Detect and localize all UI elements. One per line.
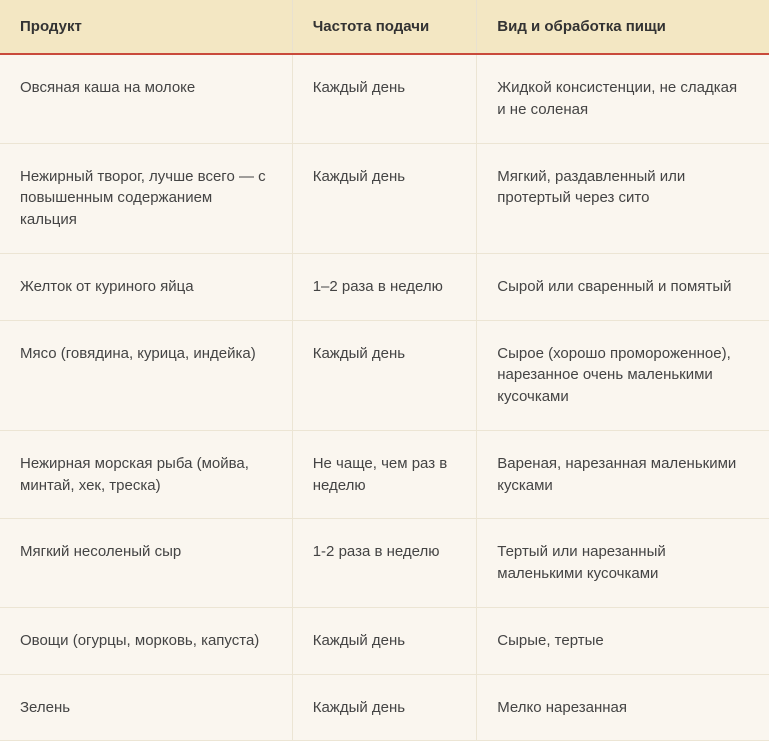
cell-frequency: 1–2 раза в неделю: [292, 253, 477, 320]
cell-product: Зелень: [0, 674, 292, 741]
table-row: Мясо (говядина, курица, индейка) Каждый …: [0, 320, 769, 430]
cell-product: Овощи (огурцы, морковь, капуста): [0, 607, 292, 674]
cell-frequency: Не чаще, чем раз в неделю: [292, 430, 477, 519]
col-header-preparation: Вид и обработка пищи: [477, 0, 769, 54]
table-row: Овощи (огурцы, морковь, капуста) Каждый …: [0, 607, 769, 674]
cell-product: Мясо (говядина, курица, индейка): [0, 320, 292, 430]
cell-product: Нежирный творог, лучше всего — с повышен…: [0, 143, 292, 253]
table-row: Зелень Каждый день Мелко нарезанная: [0, 674, 769, 741]
col-header-product: Продукт: [0, 0, 292, 54]
table-row: Нежирный творог, лучше всего — с повышен…: [0, 143, 769, 253]
cell-preparation: Тертый или нарезанный маленькими кусочка…: [477, 519, 769, 608]
food-table: Продукт Частота подачи Вид и обработка п…: [0, 0, 769, 741]
cell-product: Овсяная каша на молоке: [0, 54, 292, 143]
cell-frequency: Каждый день: [292, 54, 477, 143]
cell-product: Желток от куриного яйца: [0, 253, 292, 320]
cell-preparation: Жидкой консистенции, не сладкая и не сол…: [477, 54, 769, 143]
cell-frequency: Каждый день: [292, 320, 477, 430]
cell-frequency: Каждый день: [292, 143, 477, 253]
table-row: Нежирная морская рыба (мойва, минтай, хе…: [0, 430, 769, 519]
cell-frequency: Каждый день: [292, 607, 477, 674]
col-header-frequency: Частота подачи: [292, 0, 477, 54]
cell-preparation: Вареная, нарезанная маленькими кусками: [477, 430, 769, 519]
cell-preparation: Сырое (хорошо промороженное), нарезанное…: [477, 320, 769, 430]
cell-product: Нежирная морская рыба (мойва, минтай, хе…: [0, 430, 292, 519]
table-row: Желток от куриного яйца 1–2 раза в недел…: [0, 253, 769, 320]
cell-preparation: Сырой или сваренный и помятый: [477, 253, 769, 320]
cell-preparation: Сырые, тертые: [477, 607, 769, 674]
cell-preparation: Мягкий, раздавленный или протертый через…: [477, 143, 769, 253]
cell-preparation: Мелко нарезанная: [477, 674, 769, 741]
cell-frequency: Каждый день: [292, 674, 477, 741]
cell-product: Мягкий несоленый сыр: [0, 519, 292, 608]
header-row: Продукт Частота подачи Вид и обработка п…: [0, 0, 769, 54]
table-row: Овсяная каша на молоке Каждый день Жидко…: [0, 54, 769, 143]
table-row: Мягкий несоленый сыр 1-2 раза в неделю Т…: [0, 519, 769, 608]
cell-frequency: 1-2 раза в неделю: [292, 519, 477, 608]
